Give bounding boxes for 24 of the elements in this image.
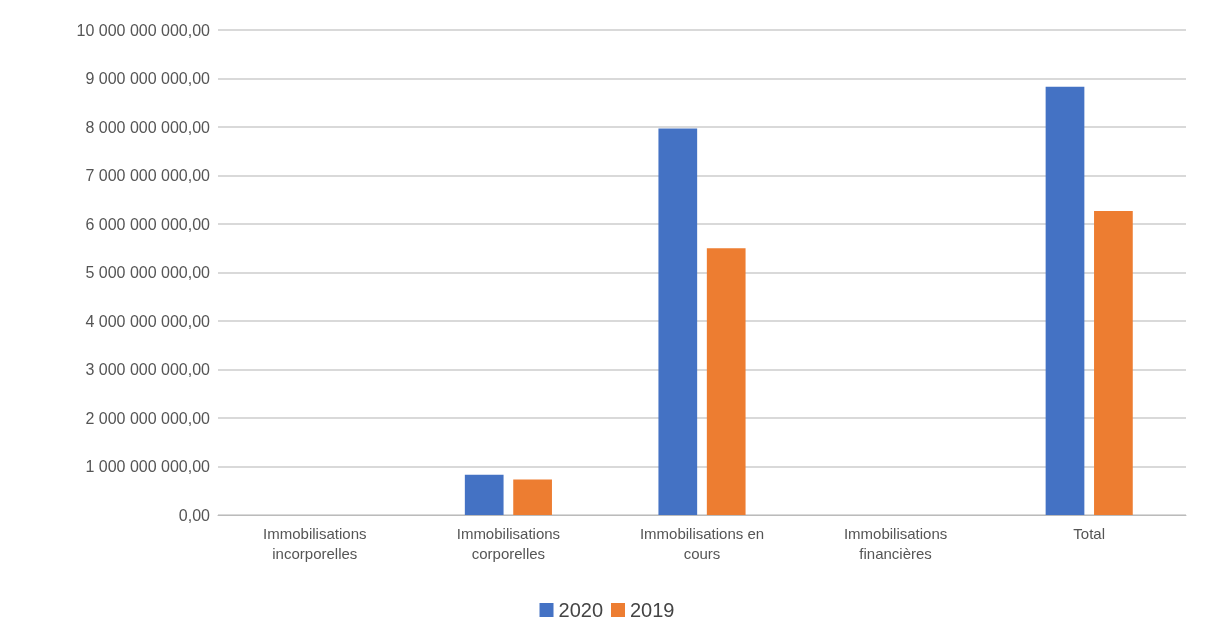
y-tick-label: 6 000 000 000,00 [85,215,211,233]
bar [658,128,698,515]
x-tick-label: Immobilisations financières [843,524,948,562]
y-tick-label: 0,00 [178,506,211,524]
bar [513,479,552,515]
y-tick-label: 2 000 000 000,00 [85,409,211,427]
y-tick-label: 8 000 000 000,00 [85,118,211,136]
y-tick-label: 1 000 000 000,00 [85,458,211,475]
y-tick-label: 5 000 000 000,00 [85,264,211,281]
bar [706,248,746,515]
y-tick-label: 10 000 000 000,00 [76,21,211,39]
y-tick-label: 4 000 000 000,00 [85,312,211,330]
y-tick-label: 3 000 000 000,00 [85,361,211,378]
x-tick-label: Immobilisations incorporelles [263,524,367,562]
bar [464,474,504,515]
legend-label: 2019 [630,599,675,621]
y-tick-label: 9 000 000 000,00 [85,70,211,87]
bar [1045,86,1085,515]
x-tick-label: Total [1073,524,1106,542]
x-tick-label: Immobilisations corporelles [456,524,561,562]
legend-label: 2020 [558,599,604,621]
x-tick-label: Immobilisations en cours [639,524,765,562]
bar [1094,210,1133,515]
y-tick-label: 7 000 000 000,00 [85,167,211,184]
